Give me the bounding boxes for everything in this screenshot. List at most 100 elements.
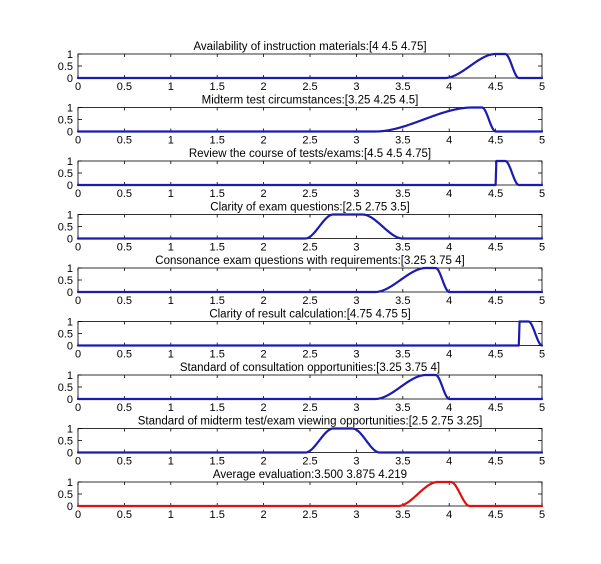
x-tick-label: 1.5: [210, 509, 225, 521]
x-tick-label: 0: [75, 135, 81, 147]
x-tick-label: 4.5: [488, 402, 503, 414]
x-tick-label: 2: [261, 135, 267, 147]
x-tick-label: 3.5: [395, 188, 410, 200]
x-tick-label: 0.5: [117, 402, 132, 414]
x-tick-label: 3: [353, 295, 359, 307]
x-tick-label: 2: [261, 242, 267, 254]
x-tick-label: 2: [261, 509, 267, 521]
x-tick-label: 2.5: [302, 135, 317, 147]
subplot-4: Clarity of exam questions:[2.5 2.75 3.5]…: [58, 202, 545, 254]
y-tick-label: 0: [67, 73, 73, 85]
x-tick-label: 1.5: [210, 188, 225, 200]
x-tick-label: 2.5: [302, 509, 317, 521]
x-tick-label: 3: [353, 242, 359, 254]
x-tick-label: 0.5: [117, 509, 132, 521]
x-tick-label: 4: [446, 81, 452, 93]
x-tick-label: 5: [539, 188, 545, 200]
membership-curve: [76, 427, 544, 454]
x-tick-label: 0.5: [117, 349, 132, 361]
membership-curve: [76, 159, 544, 187]
y-tick-label: 0: [67, 394, 73, 406]
x-tick-label: 2.5: [302, 188, 317, 200]
membership-curve: [76, 266, 544, 294]
x-tick-label: 0.5: [117, 188, 132, 200]
axes-frame: [77, 107, 543, 132]
x-tick-label: 3.5: [395, 242, 410, 254]
x-tick-label: 4: [446, 456, 452, 468]
subplot-1: Availability of instruction materials:[4…: [58, 41, 545, 93]
x-tick-label: 2: [261, 456, 267, 468]
y-tick-label: 1: [67, 210, 73, 222]
x-tick-label: 1.5: [210, 81, 225, 93]
x-tick-label: 1.5: [210, 402, 225, 414]
y-tick-label: 0: [67, 448, 73, 460]
x-tick-label: 2.5: [302, 81, 317, 93]
subplot-title: Standard of midterm test/exam viewing op…: [138, 416, 483, 428]
axes-frame: [77, 428, 543, 453]
x-tick-label: 1: [168, 242, 174, 254]
axes-frame: [77, 160, 543, 186]
axes-frame: [77, 53, 543, 79]
x-tick-label: 1.5: [210, 135, 225, 147]
x-tick-label: 1.5: [210, 456, 225, 468]
x-tick-label: 3: [353, 81, 359, 93]
subplot-title: Consonance exam questions with requireme…: [155, 255, 464, 267]
subplot-title: Availability of instruction materials:[4…: [193, 41, 426, 53]
x-tick-label: 0: [75, 188, 81, 200]
x-tick-label: 2.5: [302, 349, 317, 361]
y-tick-label: 1: [67, 263, 73, 275]
axes-frame: [77, 374, 543, 400]
x-tick-label: 1: [168, 188, 174, 200]
x-tick-label: 2.5: [302, 242, 317, 254]
x-tick-label: 1.5: [210, 295, 225, 307]
subplot-title: Clarity of exam questions:[2.5 2.75 3.5]: [210, 202, 409, 214]
axes-frame: [77, 321, 543, 346]
x-tick-label: 3.5: [395, 349, 410, 361]
membership-curve: [76, 52, 544, 80]
x-tick-label: 5: [539, 509, 545, 521]
x-tick-label: 3.5: [395, 509, 410, 521]
x-tick-label: 4.5: [488, 456, 503, 468]
y-tick-label: 0.5: [58, 382, 73, 394]
x-tick-label: 3.5: [395, 456, 410, 468]
y-tick-label: 0.5: [58, 168, 73, 180]
x-tick-label: 5: [539, 456, 545, 468]
membership-curve: [76, 213, 544, 240]
subplot-3: Review the course of tests/exams:[4.5 4.…: [58, 148, 545, 200]
x-tick-label: 2.5: [302, 402, 317, 414]
x-tick-label: 4: [446, 188, 452, 200]
x-tick-label: 0.5: [117, 295, 132, 307]
y-tick-label: 0.5: [58, 489, 73, 501]
x-tick-label: 0.5: [117, 135, 132, 147]
x-tick-label: 1.5: [210, 242, 225, 254]
x-tick-label: 4.5: [488, 509, 503, 521]
x-tick-label: 4: [446, 242, 452, 254]
x-tick-label: 1: [168, 349, 174, 361]
membership-curve: [76, 480, 544, 508]
x-tick-label: 0: [75, 295, 81, 307]
x-tick-label: 3: [353, 135, 359, 147]
x-tick-label: 3: [353, 456, 359, 468]
membership-curve: [76, 106, 544, 133]
x-tick-label: 3: [353, 188, 359, 200]
subplot-2: Midterm test circumstances:[3.25 4.25 4.…: [58, 95, 545, 147]
y-tick-label: 0.5: [58, 329, 73, 341]
axes-frame: [77, 267, 543, 293]
y-tick-label: 1: [67, 370, 73, 382]
x-tick-label: 4: [446, 295, 452, 307]
y-tick-label: 0.5: [58, 275, 73, 287]
x-tick-label: 4.5: [488, 135, 503, 147]
y-tick-label: 1: [67, 156, 73, 168]
y-tick-label: 0: [67, 501, 73, 513]
x-tick-label: 5: [539, 81, 545, 93]
y-tick-label: 0.5: [58, 222, 73, 234]
x-tick-label: 1: [168, 456, 174, 468]
x-tick-label: 5: [539, 402, 545, 414]
x-tick-label: 1: [168, 509, 174, 521]
x-tick-label: 1: [168, 135, 174, 147]
x-tick-label: 0.5: [117, 456, 132, 468]
x-tick-label: 1: [168, 402, 174, 414]
subplot-5: Consonance exam questions with requireme…: [58, 255, 545, 307]
